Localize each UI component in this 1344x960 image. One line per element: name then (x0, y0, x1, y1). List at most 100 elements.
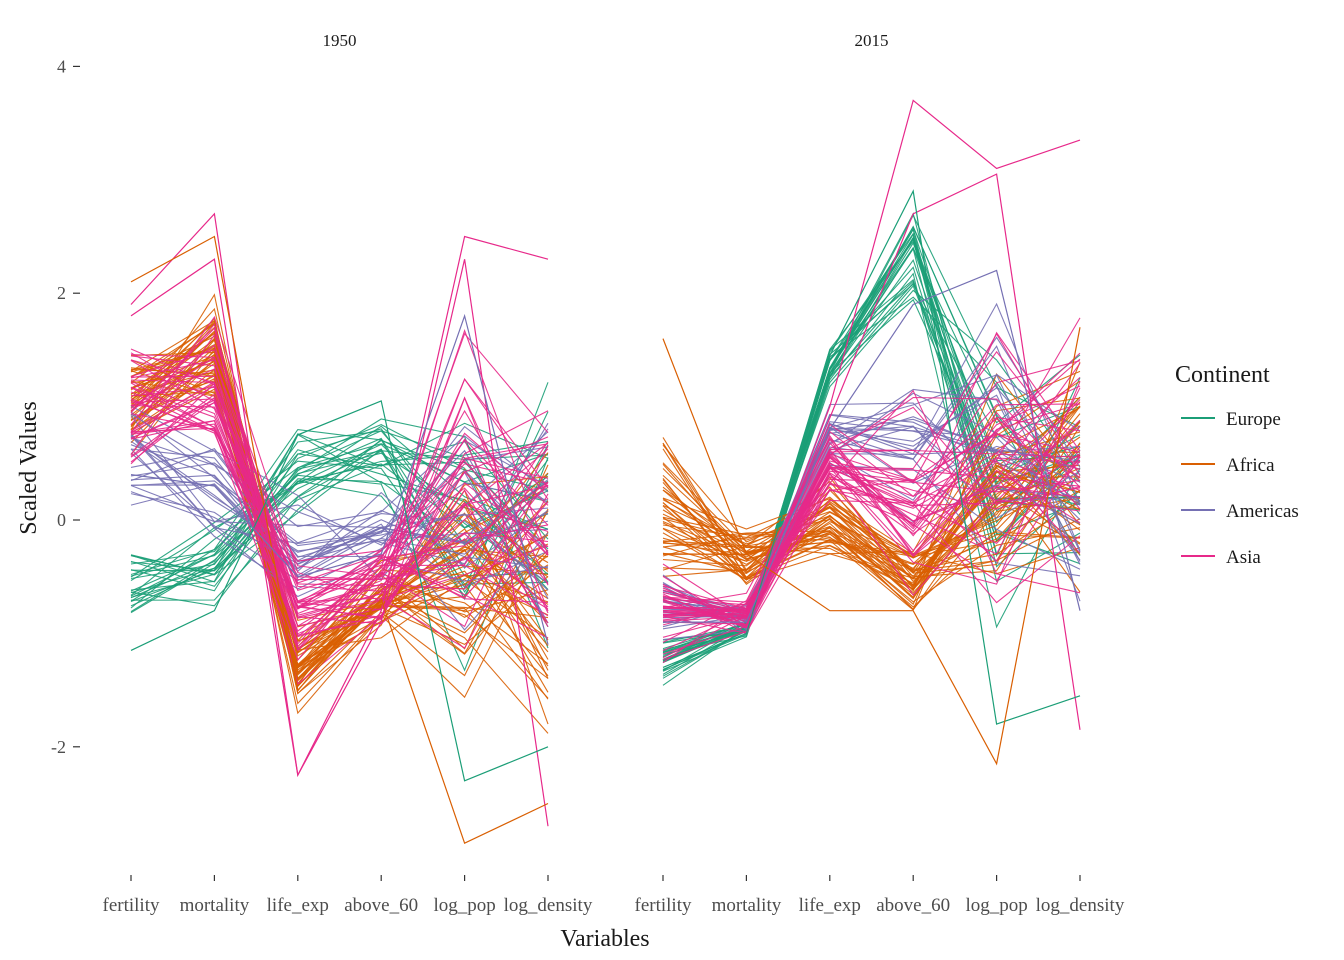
facet-title-1950: 1950 (323, 31, 357, 50)
panel-1950-lines (130, 212, 549, 845)
series-line-asia (130, 212, 549, 778)
y-tick-label: 4 (57, 56, 66, 76)
series-line-americas (130, 450, 549, 624)
series-line-asia (130, 359, 549, 639)
series-line-asia (662, 472, 1081, 661)
series-line-asia (662, 332, 1081, 617)
series-line-asia (130, 349, 549, 581)
series-line-asia (130, 399, 549, 584)
series-line-asia (130, 353, 549, 636)
series-line-asia (130, 420, 549, 652)
series-line-africa (662, 397, 1081, 611)
series-line-africa (662, 327, 1081, 766)
series-line-asia (130, 386, 549, 645)
series-line-americas (663, 269, 1081, 623)
series-line-europe (130, 460, 549, 585)
series-line-asia (130, 396, 549, 635)
series-line-asia (662, 434, 1081, 625)
x-tick-label: life_exp (799, 895, 861, 916)
lines-layer (130, 99, 1081, 845)
series-line-americas (130, 435, 549, 528)
x-tick-label: mortality (180, 895, 250, 916)
x-tick-label: log_pop (433, 895, 495, 916)
series-line-americas (130, 479, 549, 570)
series-line-europe (130, 382, 549, 601)
series-line-asia (130, 401, 549, 638)
x-tick-label: life_exp (267, 895, 329, 916)
series-line-asia (130, 333, 549, 615)
series-line-asia (130, 323, 549, 648)
series-line-asia (130, 368, 549, 609)
y-tick-label: 0 (57, 510, 66, 530)
series-line-asia (130, 420, 549, 625)
series-line-asia (130, 356, 549, 610)
series-line-asia (130, 355, 549, 685)
series-line-africa (130, 321, 549, 695)
series-line-asia (662, 468, 1081, 610)
legend-item-americas: Americas (1181, 501, 1299, 522)
series-line-africa (662, 497, 1081, 610)
series-line-asia (130, 413, 549, 608)
series-line-europe (130, 400, 549, 782)
series-line-asia (662, 396, 1081, 628)
series-line-africa (662, 500, 1081, 578)
panel-2015-lines (662, 99, 1081, 766)
series-line-europe (662, 189, 1081, 725)
series-line-asia (662, 99, 1081, 629)
series-line-europe (662, 247, 1081, 672)
x-tick-label: above_60 (876, 895, 950, 916)
series-line-africa (662, 454, 1081, 611)
series-line-europe (130, 430, 549, 597)
series-line-africa (662, 476, 1081, 586)
y-tick-label: -2 (51, 737, 66, 757)
series-line-africa (130, 235, 549, 845)
series-line-europe (130, 433, 549, 603)
series-line-americas (130, 446, 549, 546)
facet-title-2015: 2015 (855, 31, 889, 50)
series-line-asia (130, 344, 549, 611)
x-tick-label: fertility (103, 895, 160, 916)
series-line-asia (130, 348, 549, 624)
series-line-asia (662, 360, 1081, 606)
series-line-asia (130, 386, 549, 620)
series-line-americas (130, 480, 549, 591)
series-line-africa (662, 467, 1081, 596)
series-line-asia (662, 455, 1081, 619)
series-line-asia (130, 258, 549, 827)
x-tick-label: fertility (635, 895, 692, 916)
series-line-asia (662, 463, 1081, 617)
series-line-asia (662, 448, 1081, 626)
x-tick-label: log_pop (965, 895, 1027, 916)
legend-label: Asia (1226, 547, 1261, 568)
series-line-asia (130, 393, 549, 608)
legend-label: Europe (1226, 409, 1281, 430)
series-line-asia (130, 427, 549, 587)
series-line-asia (662, 403, 1081, 655)
y-axis-title: Scaled Values (16, 401, 42, 535)
series-line-asia (662, 173, 1081, 730)
series-line-asia (130, 329, 549, 578)
series-line-africa (662, 437, 1081, 591)
series-line-americas (130, 313, 549, 645)
x-tick-label: log_density (1036, 895, 1125, 916)
x-tick-label: mortality (712, 895, 782, 916)
x-tick-label: log_density (504, 895, 593, 916)
series-line-asia (662, 385, 1081, 634)
x-tick-label: above_60 (344, 895, 418, 916)
series-line-europe (662, 214, 1081, 644)
series-line-europe (662, 283, 1081, 660)
series-line-americas (130, 434, 549, 553)
series-line-americas (130, 415, 549, 545)
legend-title: Continent (1175, 362, 1270, 388)
series-line-africa (662, 370, 1081, 555)
legend-label: Africa (1226, 455, 1275, 476)
series-line-americas (130, 444, 549, 579)
legend-item-asia: Asia (1181, 547, 1261, 568)
legend-item-europe: Europe (1181, 409, 1281, 430)
series-line-asia (662, 461, 1081, 664)
series-line-europe (662, 247, 1081, 671)
legend-label: Americas (1226, 501, 1299, 522)
series-line-asia (130, 315, 549, 602)
series-line-asia (130, 391, 549, 662)
